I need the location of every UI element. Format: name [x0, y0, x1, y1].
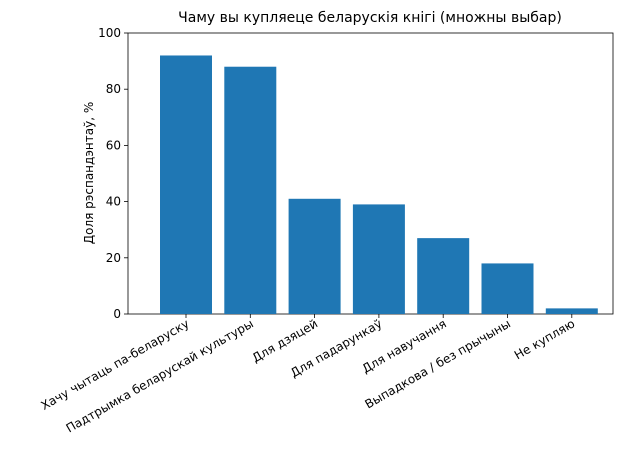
bar [417, 238, 470, 314]
bar [352, 204, 405, 314]
y-tick-label: 100 [98, 26, 121, 40]
chart-title: Чаму вы купляеце беларускія кнігі (множн… [178, 10, 562, 26]
y-axis-label: Доля рэспандэнтаў, % [82, 102, 96, 244]
y-tick-label: 0 [113, 307, 121, 321]
y-tick-label: 80 [106, 82, 121, 96]
bar [224, 66, 277, 314]
bar [545, 308, 598, 314]
x-tick-label: Не купляю [512, 316, 577, 362]
bar [160, 55, 212, 314]
y-tick-label: 60 [106, 138, 121, 152]
y-tick-label: 40 [106, 195, 121, 209]
y-tick-label: 20 [106, 251, 121, 265]
bar [481, 263, 534, 314]
bar [288, 198, 341, 314]
